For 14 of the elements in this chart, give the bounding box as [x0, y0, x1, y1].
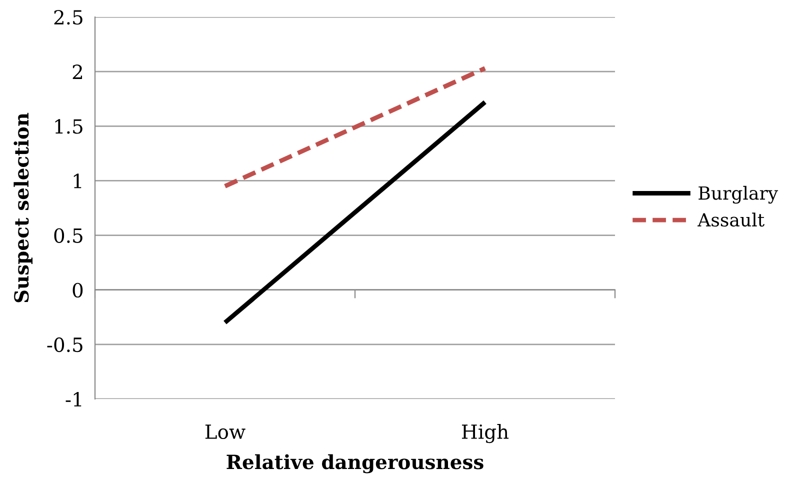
- x-tick-label: High: [462, 424, 509, 444]
- y-tick-label: 1: [74, 174, 82, 188]
- y-tick-label: -0.5: [47, 337, 82, 352]
- y-tick-label: 0.5: [54, 228, 82, 243]
- y-tick-label: -1: [66, 392, 82, 406]
- y-axis-title: Suspect selection: [14, 112, 33, 302]
- y-tick-label: 1.5: [55, 119, 82, 134]
- x-tick-label: Low: [205, 424, 246, 440]
- legend-label: Burglary: [698, 186, 778, 204]
- legend-label: Assault: [698, 212, 764, 227]
- y-tick-label: 2.5: [54, 10, 82, 25]
- y-tick-label: 2: [72, 64, 82, 79]
- x-axis-title: Relative dangerousness: [226, 454, 484, 474]
- y-tick-label: 0: [72, 282, 83, 298]
